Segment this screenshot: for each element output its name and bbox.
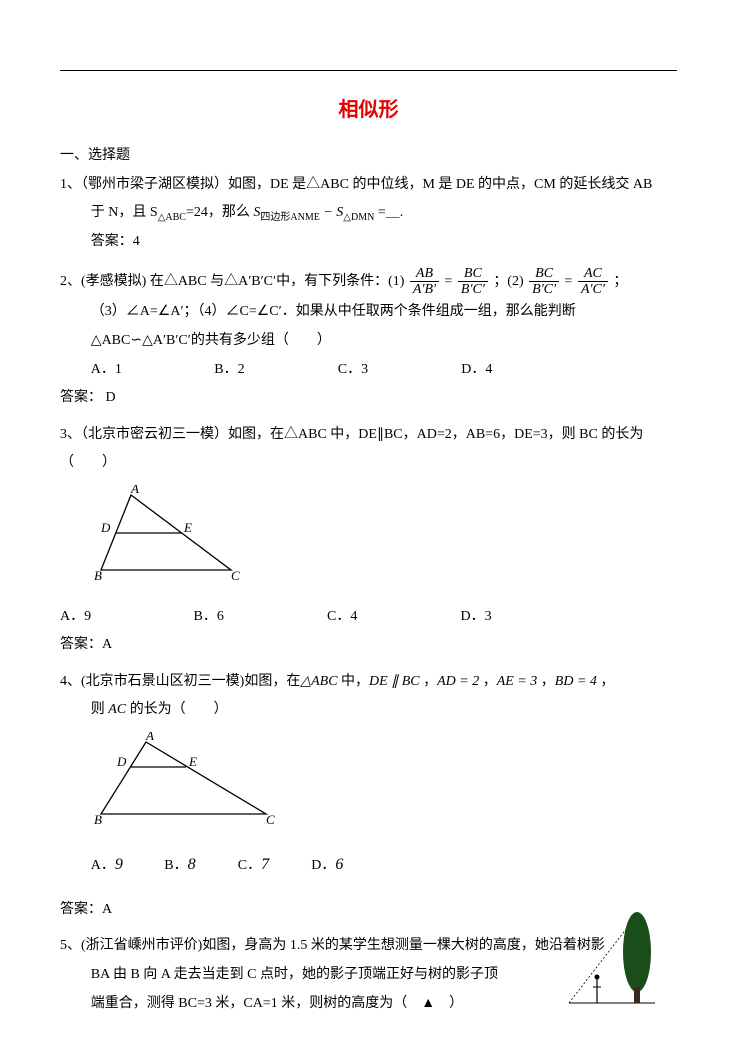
q2-options: A．1 B．2 C．3 D．4 (60, 357, 677, 384)
q3-optB: B．6 (194, 604, 324, 631)
q2-optA: A．1 (91, 357, 211, 384)
q2-frac1: ABA'B' (410, 266, 439, 298)
q4-ad: AD = 2 (437, 674, 479, 689)
q4-t4: 的长为（ ） (126, 702, 228, 717)
q4-c4: ， (597, 674, 615, 689)
q2-line2: （3）∠A=∠A′；（4）∠C=∠C′．如果从中任取两个条件组成一组，那么能判断 (60, 299, 677, 326)
q1-text-c: =＿. (378, 205, 403, 220)
q3-optD: D．3 (461, 604, 591, 631)
q2-line1: 2、(孝感模拟) 在△ABC 与△A′B′C′中，有下列条件：(1) ABA'B… (60, 266, 677, 298)
q4-optB-v: 8 (188, 850, 196, 880)
q2-answer: 答案： D (60, 385, 677, 412)
q2-f4d: A'C' (578, 282, 608, 297)
q4-optA-v: 9 (115, 850, 123, 880)
q1-line2: 于 N，且 S△ABC=24，那么 S四边形ANME − S△DMN =＿. (60, 200, 677, 227)
q4-line1: 4、(北京市石景山区初三一模)如图，在△ABC 中，DE ∥ BC ，AD = … (60, 669, 677, 696)
q4-c3: ， (537, 674, 555, 689)
q4-optA-l: A． (91, 853, 115, 880)
q4-optB-l: B． (164, 853, 187, 880)
q5-figure (567, 907, 657, 1007)
q3-answer: 答案：A (60, 632, 677, 659)
q2-lead: 2、(孝感模拟) 在△ABC 与△A′B′C′中，有下列条件：(1) (60, 274, 408, 289)
q3-paren: （ ） (60, 450, 677, 477)
q4-optD-v: 6 (335, 850, 343, 880)
q2-f2d: B'C' (458, 282, 488, 297)
q4-c2: ， (479, 674, 497, 689)
q4-bd: BD = 4 (555, 674, 597, 689)
q4-options: A．9 B．8 C．7 D．6 (60, 850, 677, 880)
q1-line1: 1、（鄂州市梁子湖区模拟）如图，DE 是△ABC 的中位线，M 是 DE 的中点… (60, 172, 677, 199)
q4-line2: 则 AC 的长为（ ） (60, 697, 677, 724)
q3-figure: A D E B C (91, 485, 677, 596)
q4-label-B: B (94, 812, 102, 827)
q3-label-B: B (94, 568, 102, 583)
q4-ae: AE = 3 (497, 674, 538, 689)
q2-f1n: AB (410, 266, 439, 282)
q2-line3: △ABC∽△A′B′C′的共有多少组（ ） (60, 328, 677, 355)
q4-t1: 4、(北京市石景山区初三一模)如图，在 (60, 674, 300, 689)
q4-t2: 中， (338, 674, 370, 689)
q1-sub-abc: △ABC (158, 212, 186, 223)
q4-label-C: C (266, 812, 275, 827)
q2-optD: D．4 (461, 357, 581, 384)
q1-sub-dmn: △DMN (343, 212, 374, 223)
q4-figure: A D E B C (91, 732, 677, 843)
q1-minus: − (323, 205, 336, 220)
q2-eq2: = (565, 274, 576, 289)
q3-label-C: C (231, 568, 240, 583)
q4-label-A: A (145, 732, 154, 743)
q2-f3d: B'C' (529, 282, 559, 297)
q2-frac2: BCB'C' (458, 266, 488, 298)
q3-optA: A．9 (60, 604, 190, 631)
page-title: 相似形 (60, 91, 677, 129)
q2-f4n: AC (578, 266, 608, 282)
q4-optC-v: 7 (261, 850, 269, 880)
q4-label-E: E (188, 754, 197, 769)
q2-frac4: ACA'C' (578, 266, 608, 298)
section-heading: 一、选择题 (60, 143, 677, 170)
q4-label-D: D (116, 754, 127, 769)
top-rule (60, 70, 677, 71)
q2-frac3: BCB'C' (529, 266, 559, 298)
q1-answer: 答案：4 (60, 229, 677, 256)
q2-mid: ；(2) (493, 274, 527, 289)
q2-f2n: BC (458, 266, 488, 282)
q2-tail: ； (613, 274, 627, 289)
q1-text-a: 于 N，且 S (91, 205, 158, 220)
q2-optC: C．3 (338, 357, 458, 384)
q1-sub-anme: 四边形ANME (260, 212, 319, 223)
q2-f1d: A'B' (410, 282, 439, 297)
q1-text-b: =24，那么 (186, 205, 253, 220)
q3-label-A: A (130, 485, 139, 496)
q4-abc: △ABC (300, 674, 337, 689)
q3-label-D: D (100, 520, 111, 535)
q4-t3: 则 (91, 702, 109, 717)
q3-optC: C．4 (327, 604, 457, 631)
q3-options: A．9 B．6 C．4 D．3 (60, 604, 677, 631)
q4-c1: ， (420, 674, 438, 689)
q3-label-E: E (183, 520, 192, 535)
q2-eq1: = (445, 274, 456, 289)
q4-optD-l: D． (311, 853, 335, 880)
q2-optB: B．2 (214, 357, 334, 384)
q4-optC-l: C． (238, 853, 261, 880)
q4-de: DE ∥ BC (369, 674, 420, 689)
q2-f3n: BC (529, 266, 559, 282)
q4-ac: AC (108, 702, 126, 717)
q3-line1: 3、（北京市密云初三一模）如图，在△ABC 中，DE∥BC，AD=2，AB=6，… (60, 422, 677, 449)
